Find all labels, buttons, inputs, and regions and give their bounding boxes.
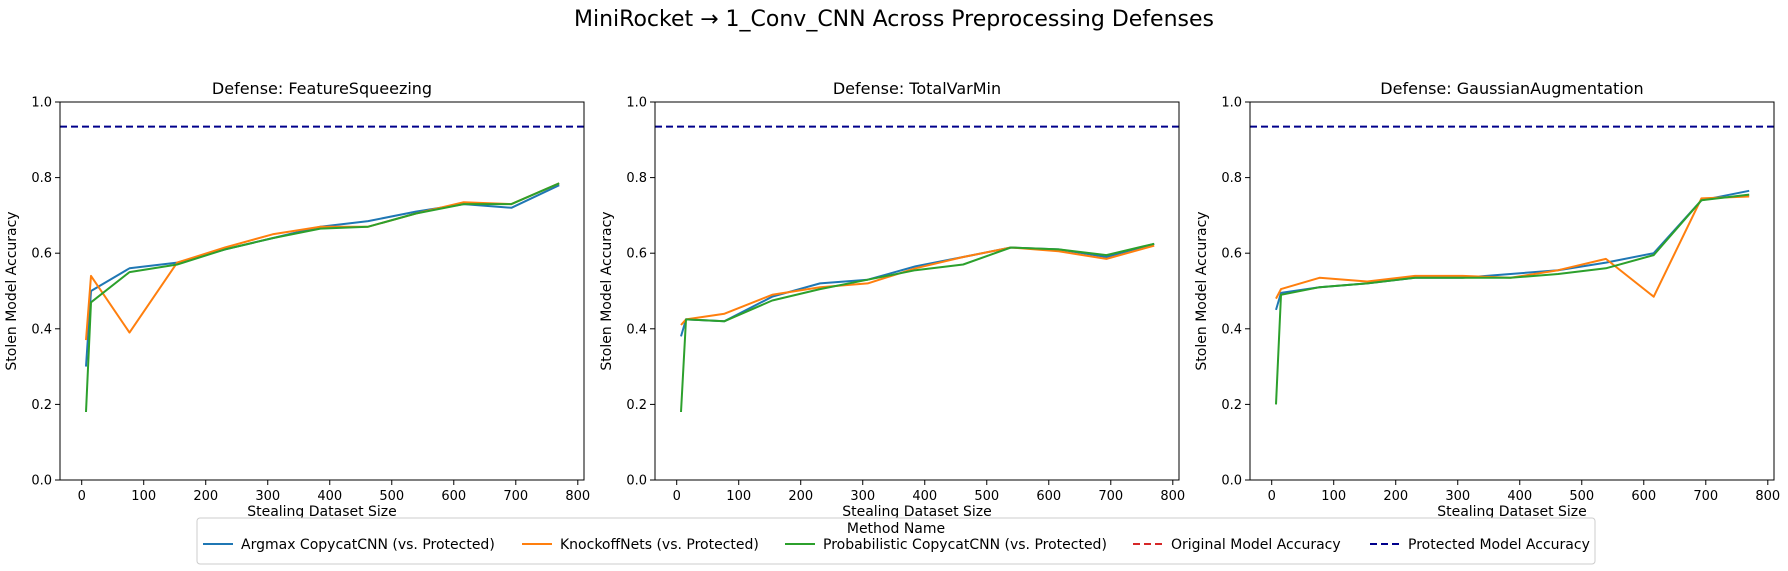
figure-title: MiniRocket → 1_Conv_CNN Across Preproces… <box>574 7 1214 32</box>
y-tick-label: 1.0 <box>31 96 52 111</box>
legend-label: Probabilistic CopycatCNN (vs. Protected) <box>823 537 1107 553</box>
x-tick-label: 300 <box>255 489 280 504</box>
x-tick-label: 400 <box>1507 489 1532 504</box>
subplot-1: Defense: FeatureSqueezing 0 100 200 300 400 50… <box>4 79 590 520</box>
legend-label: Original Model Accuracy <box>1171 537 1341 553</box>
series-line-3 <box>85 182 560 413</box>
legend: Method Name Argmax CopycatCNN (vs. Prote… <box>196 517 1596 565</box>
y-tick-label: 0.8 <box>1221 171 1242 186</box>
legend-label: Argmax CopycatCNN (vs. Protected) <box>241 537 495 553</box>
x-axis-label: Stealing Dataset Size <box>1437 504 1587 520</box>
y-tick-label: 0.8 <box>626 171 647 186</box>
x-tick-label: 200 <box>193 489 218 504</box>
x-tick-label: 200 <box>788 489 813 504</box>
series-line-2 <box>85 182 560 341</box>
x-tick-label: 100 <box>726 489 751 504</box>
legend-entry: Probabilistic CopycatCNN (vs. Protected) <box>785 537 1107 553</box>
x-tick-label: 0 <box>1268 489 1276 504</box>
plot-area <box>60 125 584 413</box>
legend-entry: Protected Model Accuracy <box>1370 537 1590 553</box>
x-tick-label: 800 <box>565 489 590 504</box>
y-tick-label: 0.4 <box>1221 322 1242 337</box>
y-tick-label: 0.6 <box>626 247 647 262</box>
y-tick-label: 1.0 <box>1221 96 1242 111</box>
legend-frame <box>196 517 1596 565</box>
y-axis-label: Stolen Model Accuracy <box>4 211 20 370</box>
x-tick-label: 600 <box>1631 489 1656 504</box>
x-tick-label: 300 <box>1445 489 1470 504</box>
series-line-1 <box>85 184 560 367</box>
y-axis-label: Stolen Model Accuracy <box>599 211 615 370</box>
series-line-3 <box>1275 193 1750 405</box>
y-tick-label: 0.2 <box>1221 398 1242 413</box>
x-axis-label: Stealing Dataset Size <box>247 504 397 520</box>
x-tick-label: 500 <box>379 489 404 504</box>
plot-area <box>655 125 1179 413</box>
x-tick-label: 500 <box>974 489 999 504</box>
x-tick-label: 0 <box>673 489 681 504</box>
series-line-2 <box>1275 195 1750 300</box>
x-tick-label: 100 <box>131 489 156 504</box>
subplot-title: Defense: GaussianAugmentation <box>1380 79 1643 98</box>
plot-area <box>1250 125 1774 405</box>
x-tick-label: 800 <box>1755 489 1780 504</box>
x-tick-label: 700 <box>1098 489 1123 504</box>
x-tick-label: 500 <box>1569 489 1594 504</box>
y-tick-label: 0.2 <box>626 398 647 413</box>
series-line-1 <box>680 242 1155 337</box>
x-tick-label: 600 <box>441 489 466 504</box>
y-tick-label: 1.0 <box>626 96 647 111</box>
subplot-title: Defense: TotalVarMin <box>833 79 1001 98</box>
legend-title: Method Name <box>847 521 945 537</box>
legend-entry: Original Model Accuracy <box>1133 537 1341 553</box>
y-tick-label: 0.6 <box>31 247 52 262</box>
y-tick-label: 0.6 <box>1221 247 1242 262</box>
legend-entry: KnockoffNets (vs. Protected) <box>522 537 759 553</box>
axes-frame <box>59 101 585 481</box>
axes-frame <box>1249 101 1775 481</box>
x-tick-label: 700 <box>503 489 528 504</box>
legend-label: KnockoffNets (vs. Protected) <box>560 537 759 553</box>
x-tick-label: 0 <box>78 489 86 504</box>
y-tick-label: 0.0 <box>626 474 647 489</box>
x-tick-label: 600 <box>1036 489 1061 504</box>
series-line-1 <box>1275 189 1750 311</box>
y-tick-label: 0.4 <box>626 322 647 337</box>
legend-label: Protected Model Accuracy <box>1408 537 1590 553</box>
x-axis-label: Stealing Dataset Size <box>842 504 992 520</box>
y-axis-label: Stolen Model Accuracy <box>1194 211 1210 370</box>
legend-entry: Argmax CopycatCNN (vs. Protected) <box>203 537 495 553</box>
y-tick-label: 0.2 <box>31 398 52 413</box>
x-tick-label: 700 <box>1693 489 1718 504</box>
x-tick-label: 800 <box>1160 489 1185 504</box>
x-tick-label: 200 <box>1383 489 1408 504</box>
y-tick-label: 0.4 <box>31 322 52 337</box>
y-tick-label: 0.0 <box>31 474 52 489</box>
legend-entries: Argmax CopycatCNN (vs. Protected) Knockof… <box>203 537 1590 553</box>
x-tick-label: 400 <box>912 489 937 504</box>
subplots: Defense: FeatureSqueezing 0 100 200 300 400 50… <box>4 79 1780 520</box>
x-tick-label: 100 <box>1321 489 1346 504</box>
series-line-3 <box>680 242 1155 413</box>
subplot-3: Defense: GaussianAugmentation 0 100 200 300 4… <box>1194 79 1780 520</box>
subplot-title: Defense: FeatureSqueezing <box>212 79 432 98</box>
x-tick-label: 400 <box>317 489 342 504</box>
x-tick-label: 300 <box>850 489 875 504</box>
y-tick-label: 0.8 <box>31 171 52 186</box>
y-tick-label: 0.0 <box>1221 474 1242 489</box>
subplot-2: Defense: TotalVarMin 0 100 200 300 400 500 600 7… <box>599 79 1185 520</box>
axes-frame <box>654 101 1180 481</box>
series-line-2 <box>680 244 1155 326</box>
